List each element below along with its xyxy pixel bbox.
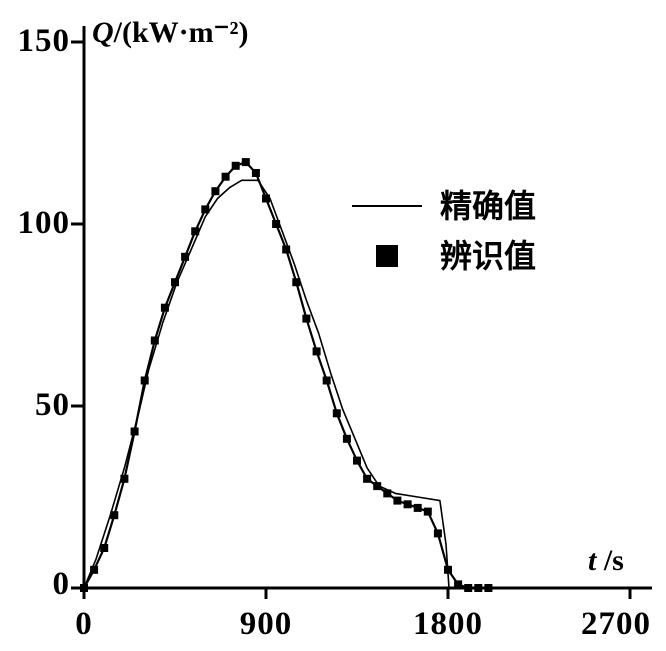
identified-value-marker — [171, 278, 179, 287]
y-axis-symbol: Q — [92, 16, 114, 49]
identified-value-marker — [413, 503, 422, 512]
identified-value-marker — [484, 584, 493, 592]
y-axis-unit: /(kW·m⁻²) — [113, 16, 249, 49]
identified-value-marker — [342, 434, 351, 443]
x-tick-label: 0 — [75, 606, 93, 642]
x-axis-symbol: t — [588, 544, 597, 577]
legend-label: 辨识值 — [440, 238, 537, 274]
identified-value-marker — [292, 278, 301, 287]
identified-value-marker — [262, 194, 270, 203]
identified-value-marker — [211, 187, 220, 196]
identified-value-marker — [332, 409, 341, 418]
identified-value-marker — [80, 584, 88, 592]
identified-value-marker — [90, 565, 99, 574]
identified-value-marker — [373, 482, 382, 491]
identified-value-marker — [282, 245, 291, 254]
identified-value-marker — [464, 584, 473, 592]
identified-value-marker — [433, 529, 442, 538]
identified-value-marker — [322, 376, 331, 385]
identified-value-marker — [383, 489, 392, 498]
legend-entry-exact: 精确值 — [350, 186, 536, 226]
legend-line-sample — [350, 205, 424, 207]
identified-value-marker — [474, 584, 483, 592]
legend-entry-identified: 辨识值 — [350, 236, 536, 276]
x-tick-label: 2700 — [581, 606, 651, 642]
identified-value-marker — [150, 336, 159, 345]
identified-value-marker — [201, 205, 210, 214]
identified-value-marker — [353, 456, 361, 465]
identified-value-marker — [302, 314, 311, 323]
square-swatch-icon — [376, 245, 398, 267]
identified-value-marker — [312, 347, 321, 356]
identified-value-marker — [221, 172, 230, 181]
y-tick-label: 150 — [17, 23, 70, 59]
identified-value-marker — [191, 227, 200, 236]
identified-value-marker — [140, 376, 149, 385]
identified-value-marker — [181, 252, 190, 261]
x-axis-title: t /s — [588, 546, 624, 576]
identified-value-marker — [363, 474, 372, 483]
identified-value-marker — [241, 158, 250, 167]
legend-square-sample — [350, 245, 424, 267]
line-swatch-icon — [352, 205, 422, 207]
y-tick-label: 100 — [17, 205, 70, 241]
legend-label: 精确值 — [440, 188, 537, 224]
legend: 精确值 辨识值 — [350, 186, 536, 276]
identified-value-marker — [120, 474, 129, 483]
x-tick-label: 900 — [239, 606, 293, 642]
identified-value-marker — [251, 169, 260, 177]
identified-value-marker — [272, 220, 281, 228]
identified-value-marker — [130, 427, 139, 436]
x-axis-unit: /s — [596, 544, 624, 577]
identified-value-marker — [454, 580, 463, 589]
identified-value-marker — [403, 500, 412, 509]
y-tick-label: 50 — [35, 387, 70, 423]
identified-value-marker — [423, 507, 432, 516]
y-axis-title: Q/(kW·m⁻²) — [92, 18, 249, 48]
identified-value-marker — [100, 544, 109, 552]
x-tick-label: 1800 — [413, 606, 483, 642]
y-tick-label: 0 — [52, 566, 70, 602]
identified-value-marker — [444, 565, 452, 574]
identified-value-marker — [393, 496, 402, 505]
identified-value-marker — [160, 303, 169, 312]
identified-value-marker — [231, 161, 240, 170]
identified-value-marker — [110, 511, 119, 520]
